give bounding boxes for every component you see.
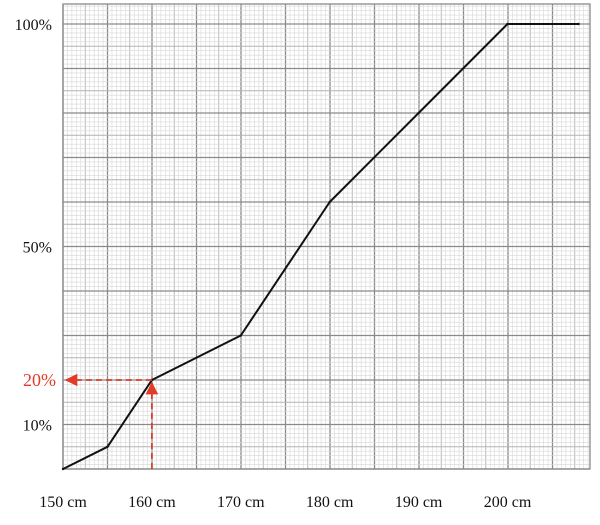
data-point bbox=[61, 467, 65, 471]
y-tick-label: 100% bbox=[15, 17, 52, 34]
x-tick-label: 180 cm bbox=[306, 494, 354, 511]
y-tick-label: 50% bbox=[23, 240, 52, 257]
data-point bbox=[106, 445, 109, 448]
grid bbox=[62, 3, 591, 470]
x-tick-label: 170 cm bbox=[217, 494, 265, 511]
data-point bbox=[577, 22, 580, 26]
series-layer bbox=[61, 22, 580, 471]
tick-labels: 150 cm 160 cm 170 cm 180 cm 190 cm 200 cm 10% 5… bbox=[15, 17, 532, 511]
plot-frame bbox=[62, 3, 591, 470]
x-tick-label: 160 cm bbox=[128, 494, 176, 511]
x-tick-label: 200 cm bbox=[484, 494, 532, 511]
annotation-label: 20% bbox=[23, 370, 56, 390]
series-line bbox=[62, 23, 579, 470]
data-point bbox=[328, 200, 331, 204]
data-point bbox=[417, 111, 420, 115]
data-point bbox=[506, 22, 509, 26]
x-tick-label: 150 cm bbox=[39, 494, 87, 511]
data-point bbox=[239, 334, 242, 337]
y-tick-label: 10% bbox=[23, 418, 52, 435]
annotation-layer: 20% bbox=[23, 370, 159, 469]
x-tick-label: 190 cm bbox=[395, 494, 443, 511]
